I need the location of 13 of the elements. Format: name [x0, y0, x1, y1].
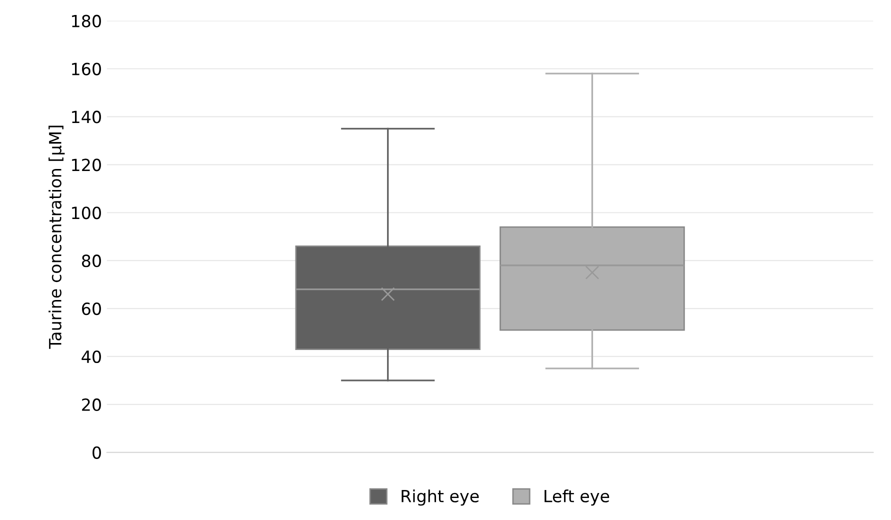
y-tick-label: 40 — [82, 350, 101, 364]
y-tick-label: 160 — [72, 62, 101, 76]
y-tick-label: 100 — [72, 206, 101, 220]
y-tick-label: 140 — [72, 110, 101, 124]
y-tick-label: 0 — [92, 446, 101, 459]
y-tick-label: 120 — [72, 158, 101, 172]
y-tick-label: 20 — [82, 398, 101, 412]
y-tick-label: 80 — [82, 254, 101, 268]
legend-label: Left eye — [544, 489, 610, 506]
y-axis-title: Taurine concentration [µM] — [48, 126, 65, 349]
legend-label: Right eye — [402, 489, 479, 506]
y-tick-label: 60 — [82, 302, 101, 316]
y-tick-label: 180 — [72, 14, 101, 28]
